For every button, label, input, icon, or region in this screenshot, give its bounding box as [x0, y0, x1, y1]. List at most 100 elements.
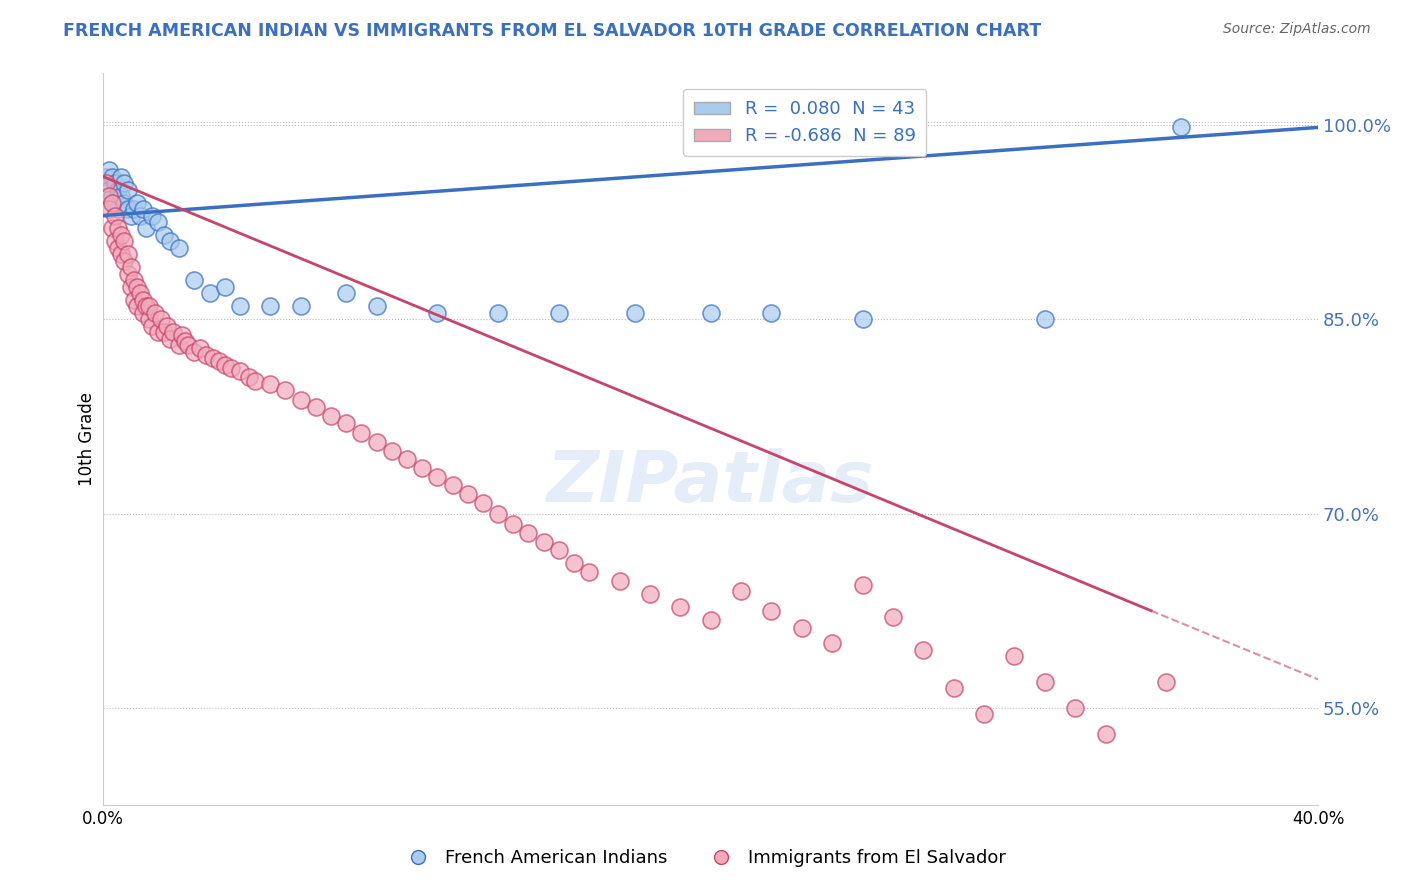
Point: [441, 478, 464, 492]
Point: [101, 221, 124, 235]
Point: [98, 189, 121, 203]
Point: [547, 542, 569, 557]
Point: [128, 209, 150, 223]
Point: [471, 496, 494, 510]
Point: [623, 306, 645, 320]
Point: [669, 599, 692, 614]
Point: [174, 334, 197, 349]
Point: [1064, 701, 1087, 715]
Point: [110, 247, 132, 261]
Point: [96, 169, 118, 184]
Point: [114, 176, 136, 190]
Point: [104, 195, 127, 210]
Point: [125, 195, 148, 210]
Point: [851, 578, 873, 592]
Legend: R =  0.080  N = 43, R = -0.686  N = 89: R = 0.080 N = 43, R = -0.686 N = 89: [683, 89, 927, 156]
Text: Source: ZipAtlas.com: Source: ZipAtlas.com: [1223, 22, 1371, 37]
Point: [135, 221, 157, 235]
Point: [110, 189, 132, 203]
Point: [730, 584, 752, 599]
Point: [517, 526, 540, 541]
Point: [426, 470, 449, 484]
Point: [395, 452, 418, 467]
Point: [502, 516, 524, 531]
Point: [486, 306, 509, 320]
Point: [110, 169, 132, 184]
Point: [159, 332, 181, 346]
Point: [138, 312, 160, 326]
Point: [761, 604, 783, 618]
Point: [305, 401, 328, 415]
Point: [101, 169, 124, 184]
Point: [98, 183, 121, 197]
Point: [486, 507, 509, 521]
Point: [146, 215, 169, 229]
Point: [350, 426, 373, 441]
Point: [851, 312, 873, 326]
Point: [290, 299, 312, 313]
Point: [183, 273, 205, 287]
Point: [122, 293, 145, 307]
Point: [335, 286, 357, 301]
Point: [1002, 649, 1025, 664]
Text: FRENCH AMERICAN INDIAN VS IMMIGRANTS FROM EL SALVADOR 10TH GRADE CORRELATION CHA: FRENCH AMERICAN INDIAN VS IMMIGRANTS FRO…: [63, 22, 1042, 40]
Point: [120, 280, 142, 294]
Point: [229, 364, 252, 378]
Point: [101, 195, 124, 210]
Point: [114, 253, 136, 268]
Point: [426, 306, 449, 320]
Point: [411, 461, 433, 475]
Point: [882, 610, 904, 624]
Point: [214, 280, 236, 294]
Point: [117, 202, 139, 216]
Point: [381, 444, 404, 458]
Point: [141, 209, 163, 223]
Point: [259, 299, 281, 313]
Point: [973, 707, 995, 722]
Point: [125, 299, 148, 313]
Point: [159, 235, 181, 249]
Point: [107, 241, 129, 255]
Point: [101, 189, 124, 203]
Point: [183, 344, 205, 359]
Point: [104, 235, 127, 249]
Point: [562, 556, 585, 570]
Point: [125, 280, 148, 294]
Point: [790, 621, 813, 635]
Point: [120, 260, 142, 275]
Point: [366, 435, 388, 450]
Point: [172, 327, 194, 342]
Point: [107, 221, 129, 235]
Point: [177, 338, 200, 352]
Point: [120, 209, 142, 223]
Point: [114, 235, 136, 249]
Point: [259, 376, 281, 391]
Point: [153, 227, 176, 242]
Point: [122, 202, 145, 216]
Point: [912, 642, 935, 657]
Legend: French American Indians, Immigrants from El Salvador: French American Indians, Immigrants from…: [392, 842, 1014, 874]
Point: [117, 247, 139, 261]
Point: [153, 325, 176, 339]
Point: [190, 341, 212, 355]
Point: [114, 195, 136, 210]
Point: [146, 325, 169, 339]
Point: [143, 306, 166, 320]
Point: [214, 358, 236, 372]
Point: [98, 163, 121, 178]
Point: [1094, 727, 1116, 741]
Point: [1033, 312, 1056, 326]
Point: [578, 565, 600, 579]
Point: [104, 176, 127, 190]
Point: [243, 375, 266, 389]
Point: [699, 613, 721, 627]
Point: [319, 409, 342, 424]
Point: [942, 681, 965, 696]
Point: [149, 312, 172, 326]
Point: [198, 286, 221, 301]
Point: [609, 574, 631, 588]
Point: [195, 348, 218, 362]
Point: [131, 293, 153, 307]
Point: [117, 183, 139, 197]
Point: [128, 286, 150, 301]
